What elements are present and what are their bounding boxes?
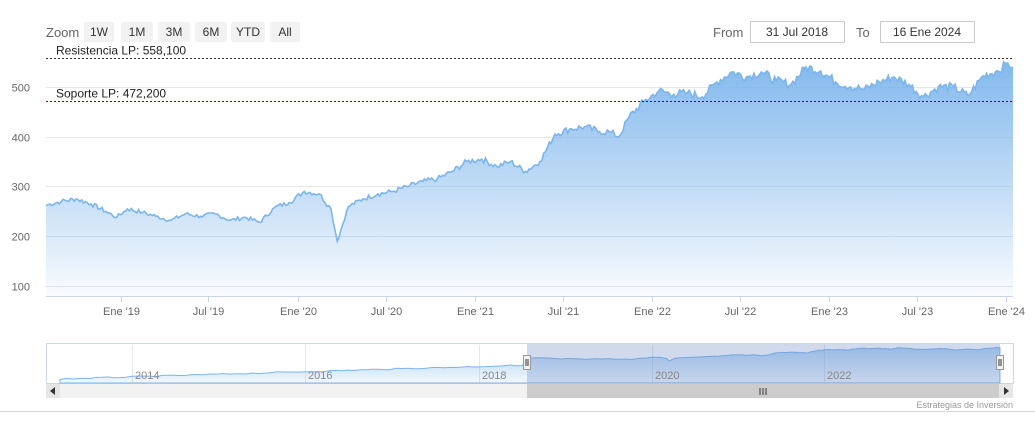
x-tick-label: Ene '21 (457, 306, 494, 318)
reference-line-label: Soporte LP: 472,200 (56, 87, 166, 101)
navigator-year-label: 2018 (482, 370, 506, 382)
to-date-input[interactable]: 16 Ene 2024 (880, 21, 975, 43)
to-label: To (856, 25, 870, 40)
scrollbar[interactable] (46, 384, 1013, 398)
navigator-selection[interactable] (527, 344, 1000, 383)
reference-lines: Resistencia LP: 558,100 Soporte LP: 472,2… (46, 44, 1013, 102)
x-tick-label: Ene '20 (280, 306, 317, 318)
zoom-button-ytd[interactable]: YTD (231, 22, 265, 42)
zoom-button-label: 1W (90, 25, 109, 39)
zoom-button-label: All (278, 25, 291, 39)
grip-icon (759, 388, 767, 395)
zoom-button-label: 6M (203, 25, 220, 39)
zoom-button-label: 3M (166, 25, 183, 39)
y-axis: 100 200 300 400 500 (12, 83, 30, 294)
zoom-button-1w[interactable]: 1W (84, 22, 114, 42)
x-tick-label: Jul '19 (193, 306, 224, 318)
from-date-input[interactable]: 31 Jul 2018 (750, 21, 845, 43)
price-line (45, 60, 1014, 244)
x-axis: Ene '19 Jul '19 Ene '20 Jul '20 Ene '21 Jul '… (103, 296, 1025, 318)
y-tick-label: 200 (12, 232, 30, 244)
to-date-value: 16 Ene 2024 (893, 25, 961, 39)
from-label: From (713, 25, 743, 40)
y-tick-label: 300 (12, 182, 30, 194)
y-tick-label: 100 (12, 282, 30, 294)
x-tick-label: Jul '21 (548, 306, 579, 318)
navigator-year-label: 2016 (308, 370, 332, 382)
zoom-button-1m[interactable]: 1M (121, 22, 153, 42)
navigator-left-handle[interactable] (523, 355, 531, 370)
navigator-year-label: 2022 (827, 370, 851, 382)
y-tick-label: 400 (12, 133, 30, 145)
navigator-year-labels: 2014 2016 2018 2020 2022 (135, 370, 851, 382)
reference-line-label: Resistencia LP: 558,100 (56, 44, 186, 58)
date-range-inputs: From 31 Jul 2018 To 16 Ene 2024 (713, 21, 975, 43)
from-date-value: 31 Jul 2018 (766, 25, 828, 39)
navigator-year-label: 2020 (655, 370, 679, 382)
y-tick-label: 500 (12, 83, 30, 95)
x-tick-label: Jul '20 (371, 306, 402, 318)
navigator-year-label: 2014 (135, 370, 159, 382)
zoom-button-3m[interactable]: 3M (158, 22, 190, 42)
range-selector: Zoom 1W 1M 3M 6M YTD All (46, 22, 300, 42)
navigator[interactable]: 2014 2016 2018 2020 2022 (46, 343, 1014, 384)
zoom-button-label: 1M (129, 25, 146, 39)
zoom-button-label: YTD (236, 25, 260, 39)
price-area (46, 61, 1013, 297)
zoom-button-all[interactable]: All (270, 22, 300, 42)
x-tick-label: Ene '23 (811, 306, 848, 318)
arrow-left-glyph (50, 387, 55, 395)
credits-text[interactable]: Estrategias de Inversión (916, 400, 1013, 410)
navigator-right-handle[interactable] (996, 355, 1004, 370)
x-tick-label: Ene '22 (634, 306, 671, 318)
x-tick-label: Ene '19 (103, 306, 140, 318)
x-tick-label: Jul '22 (725, 306, 756, 318)
arrow-right-glyph (1004, 387, 1009, 395)
zoom-button-6m[interactable]: 6M (195, 22, 227, 42)
zoom-label: Zoom (46, 25, 79, 40)
x-tick-label: Ene '24 (988, 306, 1025, 318)
x-tick-label: Jul '23 (902, 306, 933, 318)
